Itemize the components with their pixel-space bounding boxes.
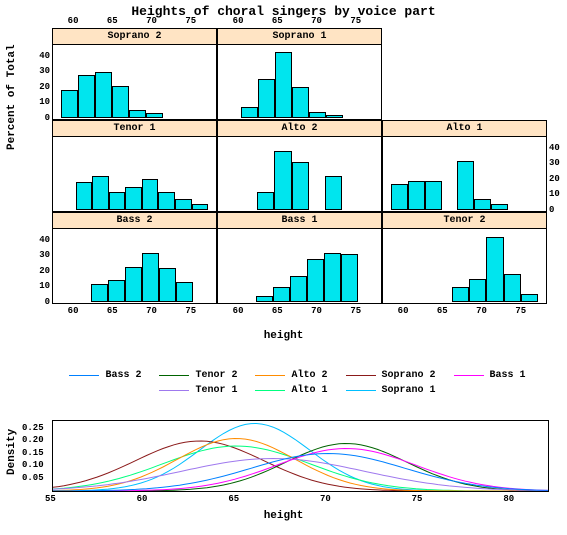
x-tick: 65 <box>272 306 283 316</box>
panel-bass-2: Bass 2 <box>52 212 217 304</box>
panel-header: Tenor 2 <box>383 213 546 229</box>
y-tick: 30 <box>549 158 560 168</box>
y-tick: 10 <box>549 189 560 199</box>
y-tick: 0 <box>549 205 554 215</box>
panel-bars <box>226 44 373 118</box>
x-tick: 65 <box>107 16 118 26</box>
x-tick: 70 <box>476 306 487 316</box>
density-y-tick: 0.05 <box>22 473 44 483</box>
x-tick: 65 <box>107 306 118 316</box>
density-x-tick: 60 <box>137 494 148 504</box>
density-x-tick: 75 <box>412 494 423 504</box>
x-tick: 70 <box>311 306 322 316</box>
density-x-tick: 65 <box>228 494 239 504</box>
x-tick: 60 <box>233 16 244 26</box>
legend-item: Tenor 1 <box>159 385 237 396</box>
x-tick: 60 <box>233 306 244 316</box>
panel-header: Soprano 2 <box>53 29 216 45</box>
panel-header: Alto 2 <box>218 121 381 137</box>
panel-header: Tenor 1 <box>53 121 216 137</box>
y-tick: 30 <box>34 66 50 76</box>
y-tick: 0 <box>34 113 50 123</box>
panel-header: Bass 1 <box>218 213 381 229</box>
x-axis-label-top: height <box>0 330 567 342</box>
x-tick: 75 <box>350 306 361 316</box>
histogram-grid: Soprano 2Soprano 1 Tenor 1Alto 2Alto 1 Bas… <box>52 28 547 308</box>
panel-alto-1: Alto 1 <box>382 120 547 212</box>
density-y-label: Density <box>6 429 18 475</box>
panel-alto-2: Alto 2 <box>217 120 382 212</box>
panel-bars <box>391 136 538 210</box>
panel-tenor-1: Tenor 1 <box>52 120 217 212</box>
density-x-tick: 80 <box>503 494 514 504</box>
x-tick: 60 <box>398 306 409 316</box>
legend-item: Tenor 2 <box>159 370 237 381</box>
x-tick: 75 <box>515 306 526 316</box>
panel-bars <box>61 228 208 302</box>
density-plot <box>52 420 549 492</box>
chart-title: Heights of choral singers by voice part <box>0 0 567 19</box>
y-tick: 40 <box>549 143 560 153</box>
x-tick: 60 <box>68 306 79 316</box>
panel-header: Bass 2 <box>53 213 216 229</box>
panel-header: Alto 1 <box>383 121 546 137</box>
y-tick: 20 <box>34 266 50 276</box>
y-tick: 20 <box>34 82 50 92</box>
panel-bars <box>61 136 208 210</box>
x-tick: 75 <box>185 16 196 26</box>
legend-item: Soprano 1 <box>346 385 436 396</box>
x-axis-label-bottom: height <box>0 510 567 522</box>
y-tick: 10 <box>34 281 50 291</box>
legend-item: Alto 2 <box>255 370 327 381</box>
x-tick: 65 <box>437 306 448 316</box>
x-tick: 70 <box>146 306 157 316</box>
y-tick: 20 <box>549 174 560 184</box>
x-tick: 75 <box>350 16 361 26</box>
density-y-tick: 0.10 <box>22 460 44 470</box>
density-curve <box>53 444 548 492</box>
legend-item: Soprano 2 <box>346 370 436 381</box>
panel-bass-1: Bass 1 <box>217 212 382 304</box>
panel-tenor-2: Tenor 2 <box>382 212 547 304</box>
panel-bars <box>226 136 373 210</box>
x-tick: 70 <box>146 16 157 26</box>
y-tick: 40 <box>34 235 50 245</box>
x-tick: 70 <box>311 16 322 26</box>
density-x-tick: 70 <box>320 494 331 504</box>
density-y-tick: 0.25 <box>22 423 44 433</box>
y-tick: 10 <box>34 97 50 107</box>
panel-bars <box>391 228 538 302</box>
density-y-tick: 0.15 <box>22 448 44 458</box>
y-axis-label: Percent of Total <box>6 44 18 150</box>
x-tick: 65 <box>272 16 283 26</box>
density-y-tick: 0.20 <box>22 435 44 445</box>
panel-bars <box>61 44 208 118</box>
density-x-tick: 55 <box>45 494 56 504</box>
x-tick: 75 <box>185 306 196 316</box>
y-tick: 0 <box>34 297 50 307</box>
legend-item: Alto 1 <box>255 385 327 396</box>
panel-soprano-2: Soprano 2 <box>52 28 217 120</box>
y-tick: 30 <box>34 250 50 260</box>
panel-bars <box>226 228 373 302</box>
panel-header: Soprano 1 <box>218 29 381 45</box>
y-tick: 40 <box>34 51 50 61</box>
x-tick: 60 <box>68 16 79 26</box>
legend-item: Bass 2 <box>69 370 141 381</box>
density-curve <box>53 454 548 491</box>
panel-soprano-1: Soprano 1 <box>217 28 382 120</box>
legend-item: Bass 1 <box>454 370 526 381</box>
density-legend: Bass 2 Tenor 2 Alto 2 Soprano 2 Bass 1 Tenor … <box>60 370 535 396</box>
